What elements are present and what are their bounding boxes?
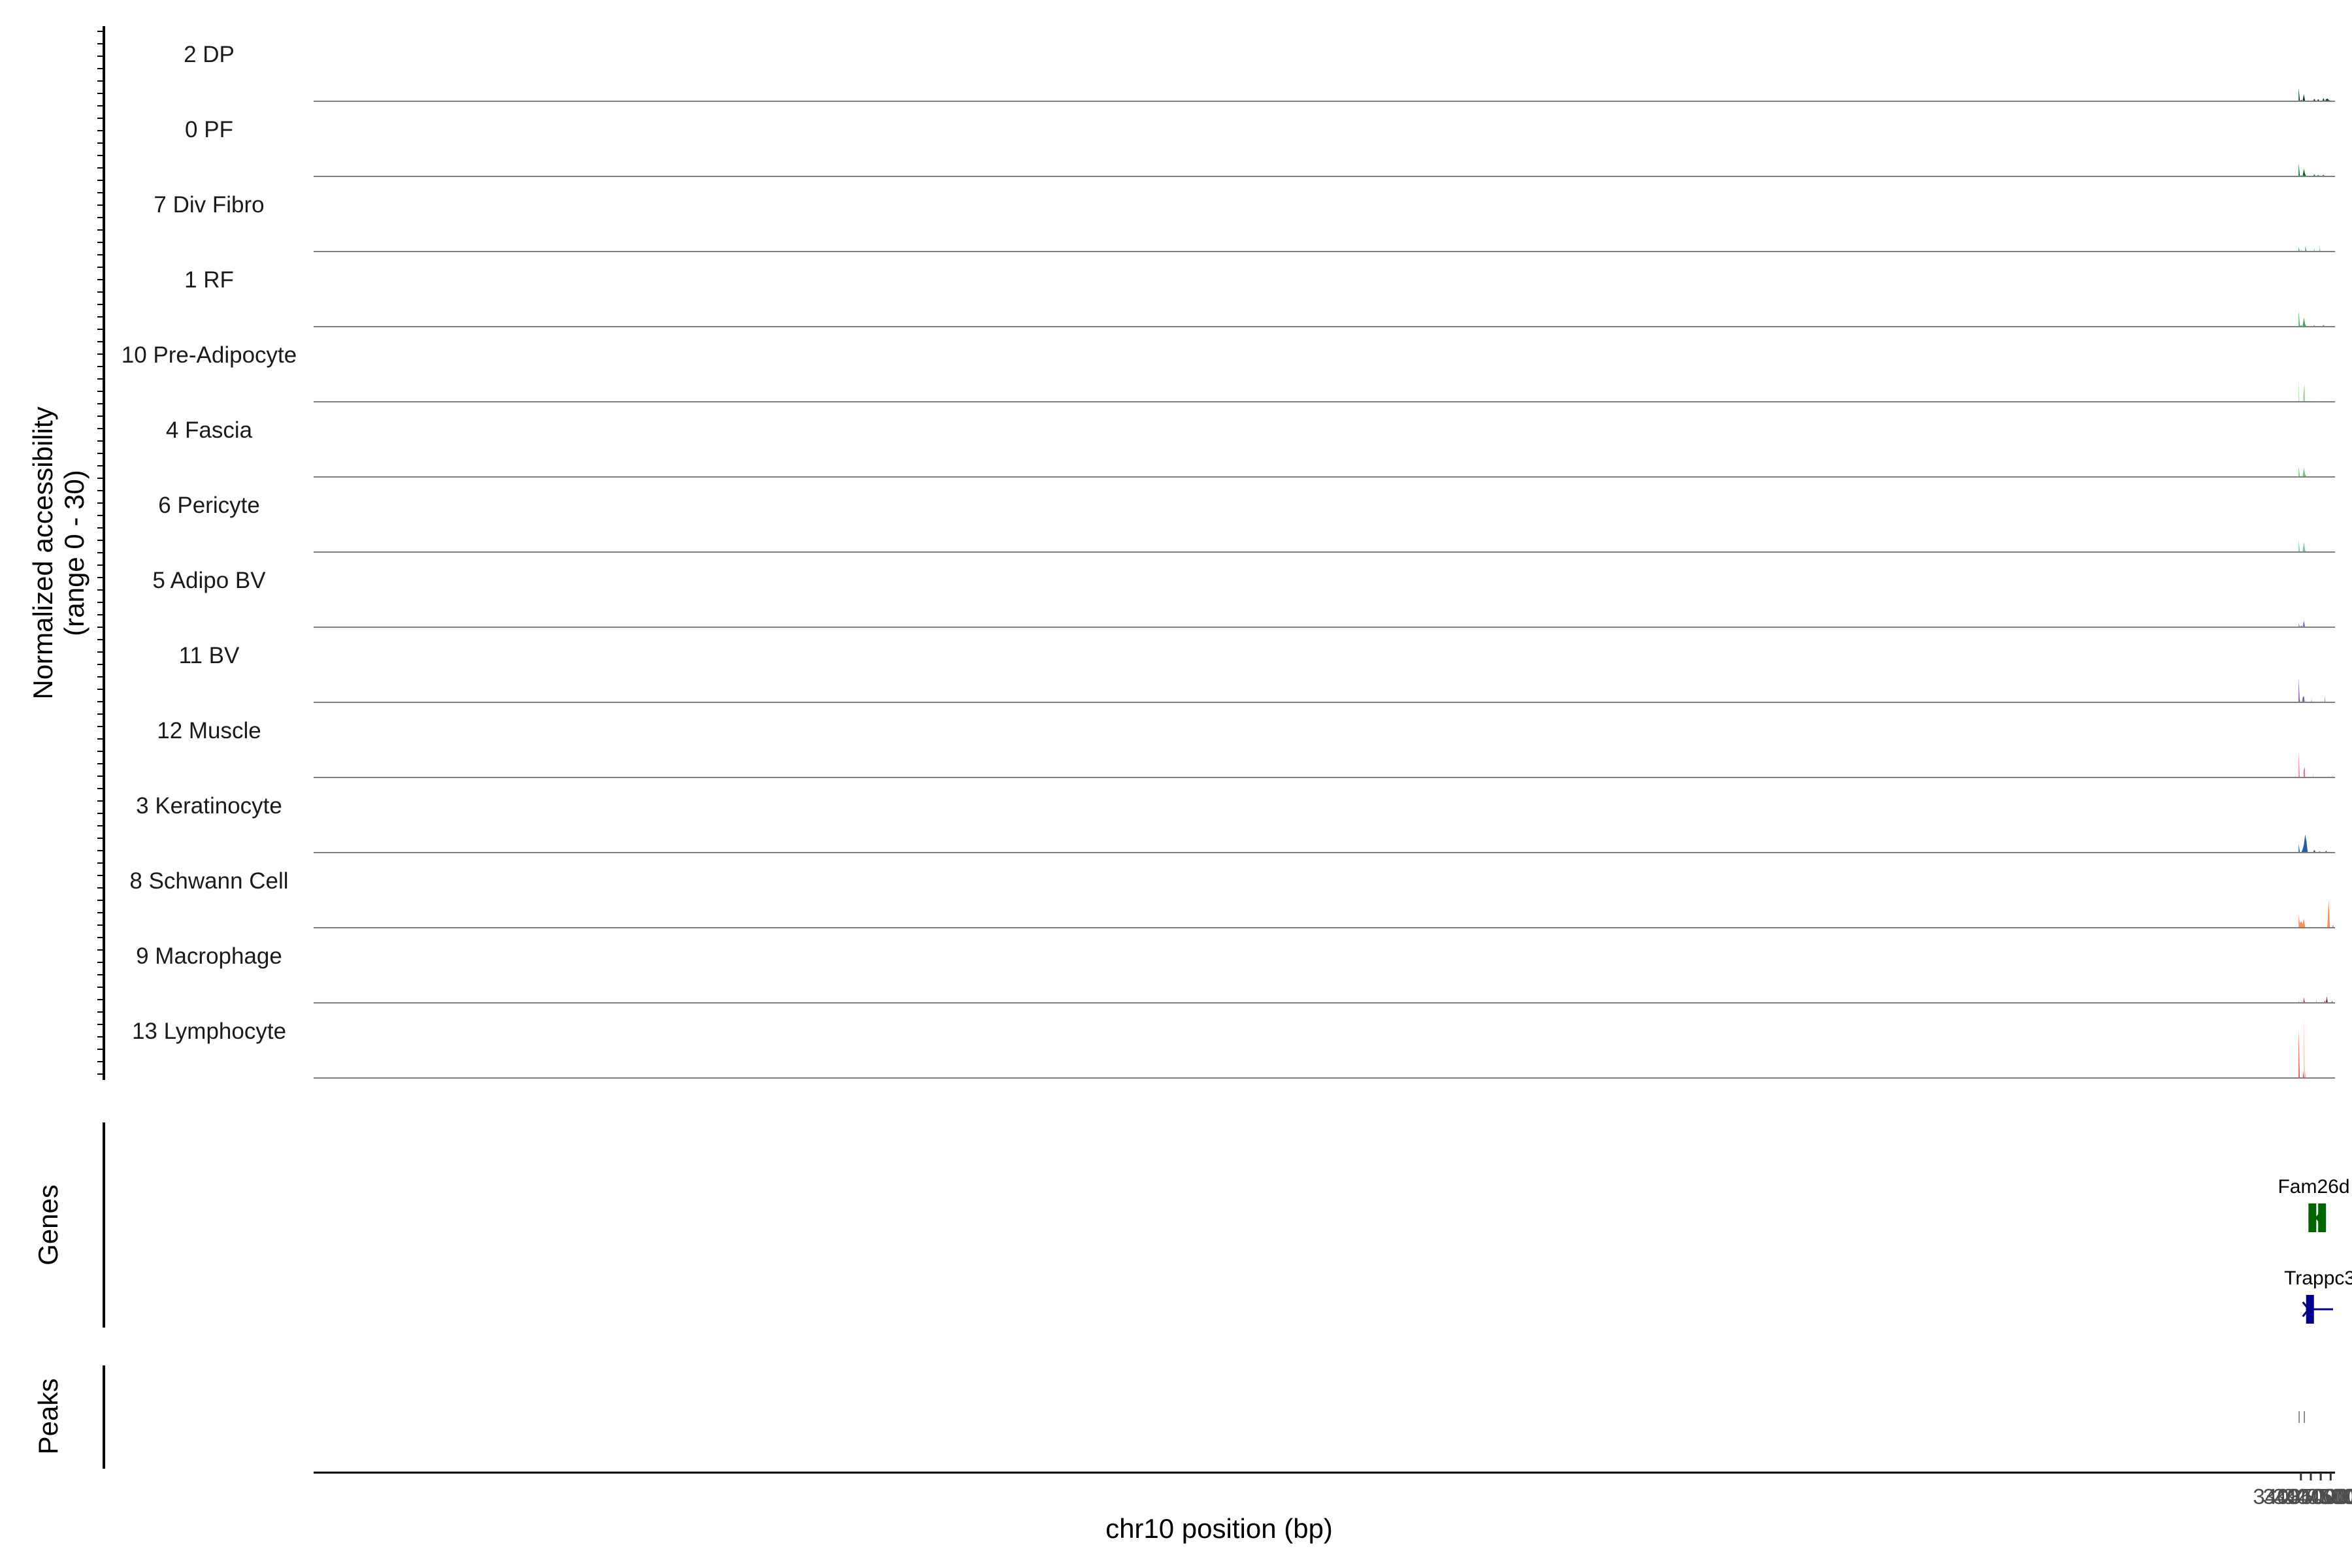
coverage-area: [2303, 767, 2306, 777]
coverage-area: [2298, 163, 2334, 176]
coverage-area: [2298, 310, 2334, 327]
track-7-div-fibro: 7 Div Fibro: [154, 192, 2335, 252]
coverage-area: [2298, 751, 2300, 777]
gene-exon: [2306, 1295, 2314, 1324]
track-label: 3 Keratinocyte: [136, 793, 282, 819]
coverage-area: [2327, 899, 2330, 928]
coverage-area: [2302, 696, 2304, 702]
track-label: 2 DP: [184, 42, 235, 67]
coverage-area: [2302, 698, 2303, 702]
coverage-area: [2304, 694, 2305, 702]
coverage-area: [2298, 466, 2334, 477]
coverage-area: [2298, 915, 2306, 928]
track-label: 0 PF: [185, 117, 233, 142]
track-label: 4 Fascia: [166, 417, 253, 443]
coverage-area: [2305, 246, 2307, 252]
coverage-area: [2304, 1016, 2305, 1078]
coverage-area: [2298, 1028, 2300, 1078]
coverage-area: [2313, 773, 2314, 777]
coverage-area: [2303, 384, 2306, 402]
track-5-adipo-bv: 5 Adipo BV: [152, 568, 2335, 628]
gene-trappc3l: Trappc3l: [2284, 1267, 2352, 1324]
accessibility-tracks: 2 DP 0 PF 7 Div Fibro 1 RF 10 Pre-Adipocyte 4…: [122, 42, 2335, 1079]
gene-exon: [2318, 1203, 2327, 1232]
track-label: 8 Schwann Cell: [129, 868, 288, 894]
track-3-keratinocyte: 3 Keratinocyte: [136, 793, 2335, 853]
coverage-area: [2325, 694, 2326, 702]
coverage-area: [2298, 88, 2334, 101]
track-1-rf: 1 RF: [184, 267, 2335, 327]
coverage-area: [2311, 698, 2312, 702]
coverage-area: [2314, 247, 2315, 252]
peak-region: [2304, 1411, 2305, 1423]
track-10-pre-adipocyte: 10 Pre-Adipocyte: [122, 342, 2335, 402]
track-9-macrophage: 9 Macrophage: [136, 943, 2335, 1004]
coverage-area: [2303, 997, 2305, 1003]
coverage-area: [2298, 834, 2334, 853]
track-11-bv: 11 BV: [179, 643, 2335, 703]
x-axis-title: chr10 position (bp): [1105, 1513, 1333, 1544]
track-4-fascia: 4 Fascia: [166, 417, 2335, 478]
track-13-lymphocyte: 13 Lymphocyte: [132, 1016, 2335, 1079]
gene-name-label: Trappc3l: [2284, 1267, 2352, 1289]
track-label: 5 Adipo BV: [152, 568, 266, 593]
track-2-dp: 2 DP: [184, 42, 2335, 102]
coverage-area: [2319, 248, 2320, 252]
track-0-pf: 0 PF: [185, 117, 2335, 177]
x-axis-ticks: 34035000340400003404500034050000: [2253, 1473, 2352, 1509]
genes-track-title: Genes: [33, 1184, 63, 1266]
track-6-pericyte: 6 Pericyte: [158, 493, 2335, 553]
coverage-area: [2298, 378, 2300, 402]
coverage-area: [2302, 1000, 2303, 1003]
x-tick-label: 34050000: [2283, 1484, 2352, 1509]
genes-track: Fam26d Trappc3l: [2278, 1176, 2352, 1324]
track-label: 13 Lymphocyte: [132, 1019, 286, 1044]
y-axis-accessibility: [97, 26, 105, 1080]
coverage-area: [2303, 1070, 2304, 1078]
x-tick-label: 34035000: [2253, 1484, 2349, 1509]
y-axis-title: Normalized accessibility: [27, 406, 58, 699]
coverage-area: [2325, 996, 2328, 1003]
track-label: 6 Pericyte: [158, 493, 260, 518]
coverage-area: [2298, 620, 2334, 627]
track-label: 10 Pre-Adipocyte: [122, 342, 297, 368]
peaks-track-title: Peaks: [33, 1379, 63, 1455]
peaks-track: [2298, 1411, 2305, 1423]
gene-fam26d: Fam26d: [2278, 1176, 2350, 1232]
coverage-area: [2298, 678, 2300, 702]
track-label: 9 Macrophage: [136, 943, 282, 969]
track-label: 1 RF: [184, 267, 234, 293]
coverage-area: [2330, 924, 2334, 928]
track-8-schwann-cell: 8 Schwann Cell: [129, 868, 2335, 928]
gene-exon: [2308, 1203, 2317, 1232]
track-label: 12 Muscle: [157, 718, 261, 743]
peak-region: [2298, 1411, 2300, 1423]
track-label: 7 Div Fibro: [154, 192, 264, 218]
x-tick-label: 34040000: [2263, 1484, 2352, 1509]
track-12-muscle: 12 Muscle: [157, 718, 2335, 778]
coverage-area: [2298, 540, 2334, 552]
track-label: 11 BV: [179, 643, 240, 668]
y-axis-range-label: (range 0 - 30): [59, 470, 90, 636]
x-tick-label: 34045000: [2273, 1484, 2352, 1509]
gene-name-label: Fam26d: [2278, 1176, 2349, 1198]
coverage-area: [2298, 246, 2300, 252]
